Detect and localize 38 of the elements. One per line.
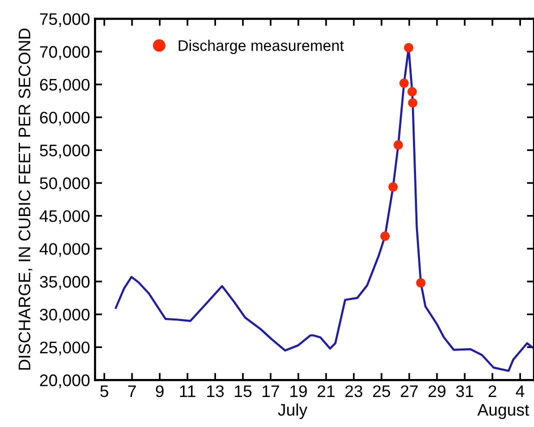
y-tick-label: 35,000	[40, 276, 90, 290]
x-tick-label: 7	[128, 386, 136, 397]
y-tick-label: 65,000	[40, 78, 90, 93]
x-tick-label: 31	[456, 385, 474, 398]
x-tick-label: 13	[207, 385, 224, 398]
point	[407, 87, 417, 96]
point	[399, 78, 409, 88]
y-tick-label: 20,000	[40, 374, 90, 388]
y-tick-label: 45,000	[40, 210, 90, 224]
y-axis-title: DISCHARGE, IN CUBIC FEET PER SECOND	[18, 28, 32, 370]
x-tick-label: 9	[156, 385, 164, 398]
point	[394, 140, 403, 150]
point	[388, 182, 398, 192]
y-tick-label: 70,000	[40, 46, 90, 60]
y-tick-label: 55,000	[40, 144, 90, 158]
x-tick-label: 23	[345, 385, 362, 398]
point	[404, 43, 414, 52]
x-tick-label: 5	[100, 386, 108, 398]
x-tick-label: 2	[488, 385, 496, 397]
y-tick-label: 40,000	[40, 243, 90, 257]
y-tick-label: 30,000	[40, 308, 90, 323]
point	[416, 278, 426, 288]
legend-label: Discharge measurement	[178, 40, 344, 54]
x-tick-label: 25	[373, 385, 390, 398]
x-tick-label: 17	[262, 386, 280, 397]
y-tick-label: 75,000	[40, 13, 90, 27]
text: July	[278, 404, 308, 420]
text: August	[477, 404, 530, 420]
x-tick-label: 15	[234, 386, 252, 398]
y-tick-label: 50,000	[40, 177, 90, 192]
x-tick-label: 29	[428, 385, 446, 398]
y-tick-label: 25,000	[40, 342, 90, 356]
x-tick-label: 4	[516, 386, 524, 397]
x-tick-label: 27	[400, 385, 418, 397]
x-tick-label: 11	[180, 386, 196, 397]
x-tick-label: 19	[290, 385, 307, 398]
y-tick-label: 60,000	[40, 112, 90, 126]
x-tick-label: 21	[318, 385, 335, 397]
